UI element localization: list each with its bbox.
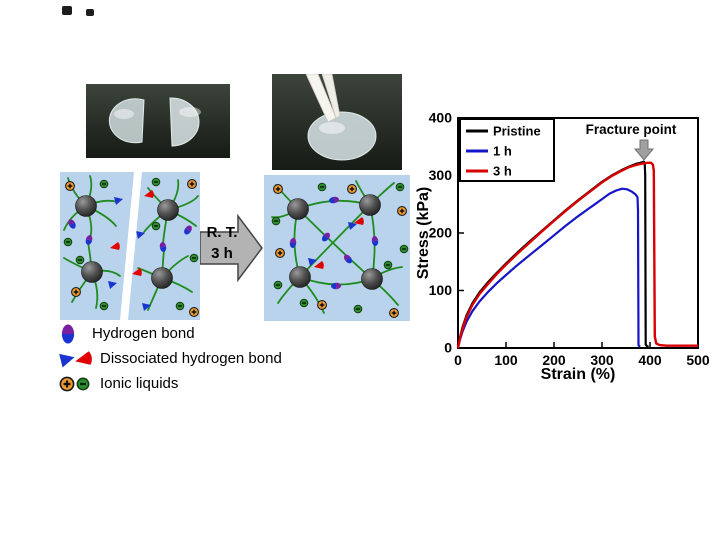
fracture-point-label: Fracture point (585, 122, 677, 137)
cut-piece-left-network (63, 175, 123, 311)
healing-condition-label: R. T. 3 h (196, 222, 248, 264)
healing-arrow (200, 213, 263, 283)
ion-negative-icon (383, 260, 393, 270)
figure-legend: Hydrogen bond Dissociated hydrogen bond … (58, 321, 282, 396)
schematic-healed-network (264, 175, 410, 321)
photo-cut-gel (86, 84, 230, 158)
y-tick-label: 200 (429, 225, 453, 241)
nanoparticle (151, 267, 173, 289)
ion-positive-icon (388, 307, 400, 319)
ion-positive-icon (346, 183, 358, 195)
ion-positive-icon (272, 183, 284, 195)
ion-positive-icon (186, 178, 198, 190)
ion-negative-icon (151, 177, 161, 187)
x-tick-label: 300 (590, 352, 614, 368)
dissociated-hydrogen-bond-icon (59, 350, 92, 367)
ion-negative-icon (99, 301, 109, 311)
stress-strain-chart: 0 100 200 300 400 500 0 100 200 300 400 Pristine 1 h… (412, 92, 714, 392)
gel-highlight (179, 107, 201, 117)
nanoparticle (287, 198, 309, 220)
ion-positive-icon (316, 299, 328, 311)
gel-highlight (319, 122, 345, 134)
healed-gel (307, 111, 377, 161)
ion-negative-icon (299, 298, 309, 308)
x-axis-label: Strain (%) (540, 366, 616, 383)
y-tick-label: 100 (429, 282, 453, 298)
legend-item-hydrogen-bond: Hydrogen bond (58, 321, 282, 346)
artifact-mark (62, 6, 72, 15)
schematic-cut-network (60, 172, 200, 320)
ion-negative-icon (175, 301, 185, 311)
gel-half-left (108, 98, 145, 144)
legend-label: Dissociated hydrogen bond (100, 350, 282, 367)
ion-negative-icon (271, 216, 281, 226)
legend-item-dissociated-hydrogen-bond: Dissociated hydrogen bond (58, 346, 282, 371)
ion-positive-icon (64, 180, 76, 192)
healing-condition-line2: 3 h (211, 245, 233, 262)
chart-legend-label: Pristine (493, 124, 541, 139)
nanoparticle (81, 261, 103, 283)
chart-legend-label: 1 h (493, 144, 512, 159)
nanoparticle (157, 199, 179, 221)
ion-negative-icon (151, 221, 161, 231)
photo-background (86, 84, 230, 158)
y-axis-label: Stress (kPa) (415, 186, 432, 280)
x-tick-label: 100 (494, 352, 518, 368)
hydrogen-bond-icon (61, 324, 75, 343)
legend-item-ionic-liquids: Ionic liquids (58, 371, 282, 396)
ion-negative-icon (395, 182, 405, 192)
cut-piece-right-network (132, 177, 200, 318)
ion-negative-icon (75, 255, 85, 265)
fracture-point-arrow-icon (633, 139, 655, 161)
x-tick-label: 400 (638, 352, 662, 368)
series-line-1-h (456, 187, 641, 349)
ion-positive-icon (70, 286, 82, 298)
ion-positive-icon (396, 205, 408, 217)
y-tick-label: 300 (429, 167, 453, 183)
tweezers-prong (321, 74, 341, 119)
ion-negative-icon (353, 304, 363, 314)
x-tick-label: 200 (542, 352, 566, 368)
gel-highlight (114, 109, 134, 119)
y-tick-label: 400 (429, 110, 453, 126)
ion-negative-icon (317, 182, 327, 192)
series-line-3-h (456, 161, 698, 349)
ion-negative-icon (399, 244, 409, 254)
nanoparticle (361, 268, 383, 290)
chart-canvas: 0 100 200 300 400 500 0 100 200 300 400 Pristine 1 h… (429, 110, 710, 369)
ionic-liquids-icon (59, 375, 90, 392)
right-block-arrow-icon (200, 213, 263, 283)
photo-healed-gel (272, 74, 402, 170)
legend-label: Hydrogen bond (92, 325, 195, 342)
x-tick-label: 0 (454, 352, 462, 368)
chart-legend: Pristine 1 h 3 h (459, 118, 555, 182)
ion-negative-icon (63, 237, 73, 247)
y-tick-label: 0 (444, 340, 452, 356)
ion-positive-icon (188, 306, 200, 318)
nanoparticle (359, 194, 381, 216)
ion-negative-icon (273, 280, 283, 290)
chart-legend-label: 3 h (493, 164, 512, 179)
nanoparticle (75, 195, 97, 217)
nanoparticle (289, 266, 311, 288)
gel-half-right (169, 97, 200, 147)
ion-negative-icon (99, 179, 109, 189)
ion-positive-icon (274, 247, 286, 259)
x-tick-label: 500 (686, 352, 710, 368)
artifact-mark (86, 9, 94, 16)
legend-label: Ionic liquids (100, 375, 179, 392)
healing-condition-line1: R. T. (206, 224, 238, 241)
